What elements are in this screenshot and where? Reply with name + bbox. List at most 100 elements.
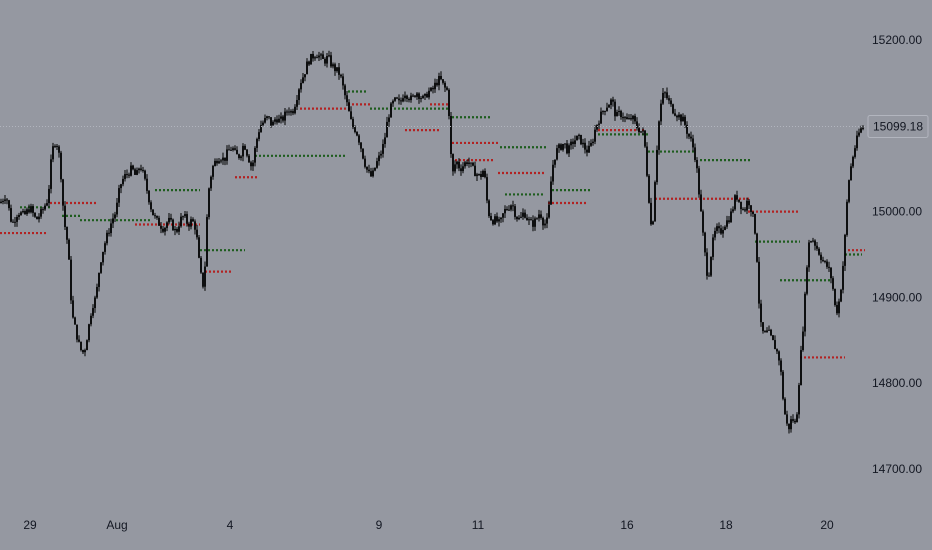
candle-body: [274, 119, 276, 122]
y-axis[interactable]: 14700.00 14800.00 14900.00 15000.00 15200.00: [872, 33, 922, 476]
candle-body: [592, 141, 594, 144]
candle-body: [256, 138, 258, 148]
candle-body: [306, 61, 308, 75]
candle-body: [294, 106, 296, 114]
candle-body: [610, 99, 612, 106]
candle-body: [720, 228, 722, 234]
candle-body: [130, 165, 132, 176]
candle-body: [414, 95, 416, 97]
candle-body: [408, 98, 410, 101]
candle-body: [276, 119, 278, 123]
levels-layer: [0, 90, 865, 359]
candle-body: [342, 76, 344, 86]
candle-body: [570, 141, 572, 146]
candle-body: [686, 124, 688, 134]
candle-body: [552, 164, 554, 182]
candle-body: [740, 201, 742, 210]
candle-body: [264, 118, 266, 123]
candle-body: [72, 300, 74, 318]
candle-body: [764, 331, 766, 333]
candle-body: [52, 146, 54, 160]
candle-body: [204, 266, 206, 287]
candle-body: [524, 212, 526, 218]
candle-body: [60, 152, 62, 180]
candle-body: [608, 105, 610, 108]
candle-body: [168, 217, 170, 223]
candle-body: [110, 223, 112, 234]
candle-body: [166, 222, 168, 228]
candle-body: [628, 118, 630, 120]
candle-body: [626, 117, 628, 120]
candle-body: [640, 131, 642, 133]
candle-body: [410, 95, 412, 101]
candle-body: [854, 148, 856, 157]
candle-body: [478, 174, 480, 176]
candle-body: [596, 124, 598, 130]
candle-body: [202, 272, 204, 287]
candle-body: [228, 149, 230, 151]
candle-body: [638, 128, 640, 133]
candle-body: [834, 288, 836, 305]
candle-body: [756, 233, 758, 262]
candle-body: [332, 64, 334, 67]
candle-body: [620, 110, 622, 118]
candle-body: [66, 226, 68, 240]
candle-body: [370, 171, 372, 177]
candle-body: [156, 215, 158, 218]
candle-body: [78, 339, 80, 342]
candle-body: [22, 211, 24, 213]
candle-body: [438, 75, 440, 86]
x-axis[interactable]: 29 Aug 4 9 11 16 18 20: [23, 518, 834, 532]
candle-body: [350, 111, 352, 120]
candle-body: [442, 79, 444, 83]
candle-body: [804, 293, 806, 332]
candle-body: [28, 209, 30, 213]
candle-body: [36, 216, 38, 220]
candle-body: [44, 205, 46, 210]
candle-body: [818, 248, 820, 255]
candle-body: [208, 188, 210, 218]
candle-body: [862, 127, 864, 129]
candle-body: [76, 324, 78, 340]
candle-body: [154, 215, 156, 217]
candle-body: [252, 162, 254, 167]
candle-body: [16, 216, 18, 222]
candle-body: [500, 217, 502, 220]
candle-body: [504, 208, 506, 214]
candle-body: [484, 170, 486, 178]
candle-body: [558, 144, 560, 149]
candle-body: [282, 116, 284, 121]
candle-body: [778, 351, 780, 361]
candle-body: [90, 315, 92, 325]
candle-body: [480, 174, 482, 177]
candle-body: [668, 98, 670, 101]
candle-body: [196, 229, 198, 238]
candle-body: [388, 117, 390, 122]
candle-body: [260, 125, 262, 133]
candle-body: [38, 216, 40, 220]
candle-body: [466, 162, 468, 165]
candle-body: [838, 301, 840, 314]
candle-body: [308, 61, 310, 65]
candle-body: [636, 121, 638, 129]
candle-body: [554, 159, 556, 165]
candle-body: [850, 166, 852, 181]
candle-body: [322, 54, 324, 59]
candle-body: [114, 214, 116, 219]
candle-body: [216, 160, 218, 164]
candle-body: [80, 341, 82, 351]
candle-body: [186, 214, 188, 224]
x-tick-label: 29: [23, 518, 37, 532]
last-price-label: 15099.18: [873, 120, 923, 134]
candle-body: [406, 95, 408, 99]
candle-body: [206, 217, 208, 267]
candle-body: [382, 144, 384, 154]
y-tick-label: 15200.00: [872, 33, 922, 47]
candle-body: [844, 234, 846, 266]
candle-body: [704, 232, 706, 253]
candle-body: [396, 97, 398, 99]
candle-body: [96, 286, 98, 298]
candle-body: [364, 158, 366, 167]
